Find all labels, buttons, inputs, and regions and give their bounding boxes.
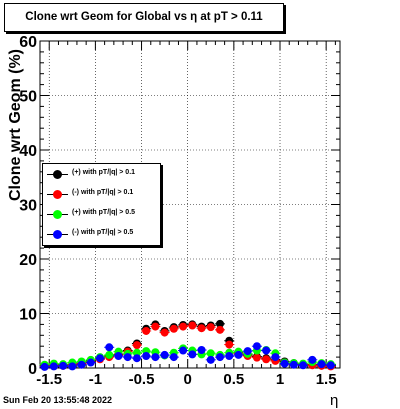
data-point <box>289 360 298 369</box>
x-tick-label: 1.5 <box>316 371 337 388</box>
data-point <box>142 352 151 361</box>
data-point <box>77 360 86 369</box>
y-tick-label: 20 <box>19 252 37 269</box>
data-point <box>197 346 206 355</box>
legend-label: (+) with pT/|q| > 0.1 <box>72 169 136 176</box>
data-point <box>179 346 188 355</box>
data-point <box>132 341 141 350</box>
x-tick-label: -1.5 <box>36 371 62 388</box>
data-point <box>96 354 104 363</box>
data-point <box>326 361 335 370</box>
legend-marker-green <box>53 210 62 219</box>
data-point <box>234 350 243 359</box>
data-point <box>40 362 49 371</box>
timestamp: Sun Feb 20 13:55:48 2022 <box>3 395 113 405</box>
data-point <box>197 324 206 333</box>
data-point <box>280 359 289 368</box>
data-point <box>59 361 68 370</box>
data-point <box>160 328 169 337</box>
data-point <box>299 361 308 370</box>
data-point <box>188 350 197 359</box>
data-point <box>252 342 261 351</box>
y-tick-label: 10 <box>19 307 37 324</box>
y-tick-label: 60 <box>19 34 37 51</box>
data-point <box>206 349 215 358</box>
data-point <box>169 324 178 333</box>
x-tick-label: 1 <box>276 371 284 388</box>
data-point <box>271 353 280 362</box>
x-tick-label: 0.5 <box>223 371 244 388</box>
data-point <box>114 352 123 361</box>
data-point <box>160 350 169 359</box>
data-point <box>225 352 234 361</box>
y-tick-label: 30 <box>19 198 37 215</box>
legend-entry-neg-05: (-) with pT/|q| > 0.5 <box>43 225 160 245</box>
series-3 <box>39 342 336 371</box>
data-point <box>86 358 95 367</box>
data-point <box>225 340 234 349</box>
data-point <box>68 362 77 371</box>
data-point <box>308 355 317 364</box>
grid-lines <box>40 41 340 368</box>
x-tick-label: -1 <box>89 371 102 388</box>
data-point <box>216 353 224 362</box>
y-tick-label: 40 <box>19 143 37 160</box>
data-point <box>262 346 271 355</box>
legend-marker-black <box>53 170 62 179</box>
data-point <box>105 343 114 352</box>
data-point <box>206 355 215 364</box>
y-tick-label: 0 <box>28 361 37 378</box>
data-point <box>252 353 261 362</box>
data-point <box>151 353 160 362</box>
data-point <box>151 322 160 331</box>
legend-entry-neg-01: (-) with pT/|q| > 0.1 <box>43 185 160 205</box>
axes: -1.5 -1 -0.5 0 0.5 1 1.5 0 10 20 30 40 50 60 <box>19 34 341 388</box>
data-point <box>179 322 188 331</box>
data-point <box>132 354 141 363</box>
data-points <box>39 319 336 371</box>
data-point <box>262 355 271 364</box>
legend-marker-blue <box>53 230 62 239</box>
data-point <box>317 360 326 369</box>
data-point <box>169 353 178 362</box>
legend-marker-red <box>53 190 62 199</box>
x-tick-label: 0 <box>184 371 192 388</box>
data-point <box>216 325 224 334</box>
legend: (+) with pT/|q| > 0.1 (-) with pT/|q| > … <box>42 163 161 246</box>
legend-label: (-) with pT/|q| > 0.5 <box>72 229 134 236</box>
data-point <box>105 350 114 359</box>
data-point <box>206 323 215 332</box>
legend-entry-pos-05: (+) with pT/|q| > 0.5 <box>43 205 160 225</box>
data-point <box>188 321 197 330</box>
data-point <box>123 353 132 362</box>
y-tick-label: 50 <box>19 89 37 106</box>
data-point <box>49 362 58 371</box>
y-axis-title: Clone wrt Geom (%) <box>7 48 24 202</box>
legend-label: (+) with pT/|q| > 0.5 <box>72 209 136 216</box>
legend-label: (-) with pT/|q| > 0.1 <box>72 189 134 196</box>
x-axis-title: η <box>330 392 339 409</box>
chart-title: Clone wrt Geom for Global vs η at pT > 0… <box>4 3 284 32</box>
data-point <box>216 319 224 328</box>
data-point <box>243 347 252 356</box>
data-point <box>142 326 151 335</box>
legend-entry-pos-01: (+) with pT/|q| > 0.1 <box>43 165 160 185</box>
x-tick-label: -0.5 <box>129 371 155 388</box>
